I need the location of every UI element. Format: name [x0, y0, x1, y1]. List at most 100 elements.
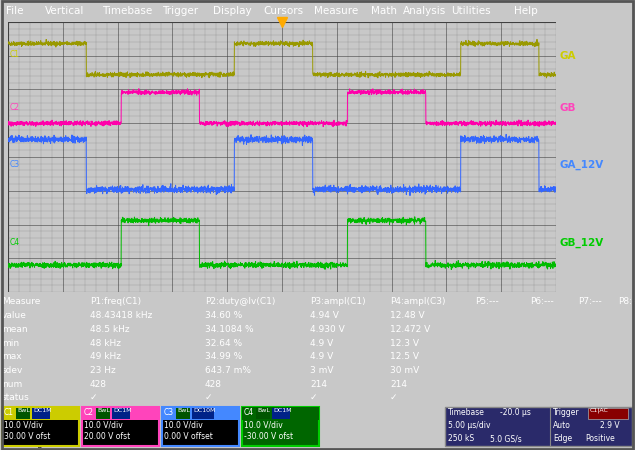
Text: Vertical: Vertical	[44, 6, 84, 16]
Text: Display: Display	[213, 6, 251, 16]
Text: GB_12V: GB_12V	[559, 238, 603, 248]
Text: 5.0 GS/s: 5.0 GS/s	[490, 434, 522, 443]
Text: Edge: Edge	[553, 434, 572, 443]
Text: 12.3 V: 12.3 V	[390, 339, 419, 348]
Text: DC1M: DC1M	[33, 408, 51, 413]
Text: P6:---: P6:---	[530, 297, 554, 306]
Text: Timebase: Timebase	[448, 408, 485, 417]
Text: GA: GA	[559, 51, 576, 61]
Text: C4: C4	[10, 238, 20, 247]
Text: 0.00 V offset: 0.00 V offset	[164, 432, 213, 441]
Bar	[242, 407, 319, 446]
Text: 30 mV: 30 mV	[390, 366, 419, 375]
Bar	[162, 407, 239, 446]
Text: C2: C2	[84, 408, 94, 417]
Bar	[2, 407, 79, 446]
Text: 10.0 V/div: 10.0 V/div	[244, 420, 283, 429]
Text: C3: C3	[10, 159, 20, 168]
Text: 34.1084 %: 34.1084 %	[205, 325, 253, 334]
Text: sdev: sdev	[2, 366, 23, 375]
Text: 12.472 V: 12.472 V	[390, 325, 431, 334]
Text: GB: GB	[559, 103, 576, 112]
Text: P4:ampl(C3): P4:ampl(C3)	[390, 297, 446, 306]
Bar	[16, 408, 30, 418]
Text: Auto: Auto	[553, 422, 571, 431]
Text: C1: C1	[10, 50, 19, 59]
Text: 10.0 V/div: 10.0 V/div	[164, 420, 203, 429]
Text: Trigger: Trigger	[162, 6, 198, 16]
Text: BwL: BwL	[17, 408, 30, 413]
Bar	[176, 408, 190, 418]
Text: LeCroy: LeCroy	[4, 438, 45, 448]
Text: mean: mean	[2, 325, 28, 334]
Text: 48.5 kHz: 48.5 kHz	[90, 325, 130, 334]
Bar	[192, 408, 214, 418]
Text: -30.00 V ofst: -30.00 V ofst	[244, 432, 293, 441]
Text: Utilities: Utilities	[451, 6, 490, 16]
Text: num: num	[2, 380, 22, 389]
Bar	[82, 407, 159, 419]
Text: Help: Help	[514, 6, 538, 16]
Text: P1:freq(C1): P1:freq(C1)	[90, 297, 141, 306]
Text: 4.94 V: 4.94 V	[310, 311, 339, 320]
Bar	[32, 408, 50, 418]
Text: 48 kHz: 48 kHz	[90, 339, 121, 348]
Text: Math: Math	[371, 6, 398, 16]
Text: 49 kHz: 49 kHz	[90, 352, 121, 361]
Text: 4.930 V: 4.930 V	[310, 325, 345, 334]
Text: 34.60 %: 34.60 %	[205, 311, 242, 320]
Text: Cursors: Cursors	[264, 6, 304, 16]
Text: GA_12V: GA_12V	[559, 159, 603, 170]
Bar	[256, 408, 270, 418]
Text: Measure: Measure	[2, 297, 41, 306]
Text: 4.9 V: 4.9 V	[310, 352, 333, 361]
Bar	[96, 408, 110, 418]
Bar	[162, 407, 239, 419]
Text: ✓: ✓	[310, 393, 318, 402]
Bar	[2, 407, 79, 419]
Text: P2:duty@lv(C1): P2:duty@lv(C1)	[205, 297, 276, 306]
Text: DC10M: DC10M	[193, 408, 215, 413]
Bar	[445, 407, 632, 446]
Text: C2: C2	[10, 103, 19, 112]
Text: ✓: ✓	[205, 393, 213, 402]
Text: 30.00 V ofst: 30.00 V ofst	[4, 432, 50, 441]
Text: 48.43418 kHz: 48.43418 kHz	[90, 311, 152, 320]
Text: Trigger: Trigger	[553, 408, 580, 417]
Text: 428: 428	[205, 380, 222, 389]
Text: 643.7 m%: 643.7 m%	[205, 366, 251, 375]
Bar	[112, 408, 130, 418]
Text: BwL: BwL	[177, 408, 190, 413]
Text: BwL: BwL	[97, 408, 110, 413]
Text: C1: C1	[4, 408, 14, 417]
Text: P8:---: P8:---	[618, 297, 635, 306]
Bar	[82, 407, 159, 446]
Text: ✓: ✓	[390, 393, 398, 402]
Text: DC1M: DC1M	[113, 408, 131, 413]
Text: 12.5 V: 12.5 V	[390, 352, 419, 361]
Text: P7:---: P7:---	[578, 297, 602, 306]
Text: 32.64 %: 32.64 %	[205, 339, 242, 348]
Text: Positive: Positive	[585, 434, 615, 443]
Bar	[242, 407, 319, 419]
Text: Analysis: Analysis	[403, 6, 446, 16]
Text: 214: 214	[310, 380, 327, 389]
Text: C3: C3	[164, 408, 174, 417]
Text: 5.00 μs/div: 5.00 μs/div	[448, 422, 490, 431]
Text: Measure: Measure	[314, 6, 359, 16]
Text: min: min	[2, 339, 19, 348]
Bar	[588, 408, 628, 418]
Text: 3 mV: 3 mV	[310, 366, 333, 375]
Text: status: status	[2, 393, 30, 402]
Text: -20.0 μs: -20.0 μs	[500, 408, 531, 417]
Text: 12.48 V: 12.48 V	[390, 311, 425, 320]
Text: 250 kS: 250 kS	[448, 434, 474, 443]
Text: 10.0 V/div: 10.0 V/div	[84, 420, 123, 429]
Text: value: value	[2, 311, 27, 320]
Text: ✓: ✓	[90, 393, 98, 402]
Text: 428: 428	[90, 380, 107, 389]
Text: File: File	[6, 6, 24, 16]
Text: Timebase: Timebase	[102, 6, 152, 16]
Text: C4: C4	[244, 408, 254, 417]
Text: C1|AC: C1|AC	[590, 408, 609, 414]
